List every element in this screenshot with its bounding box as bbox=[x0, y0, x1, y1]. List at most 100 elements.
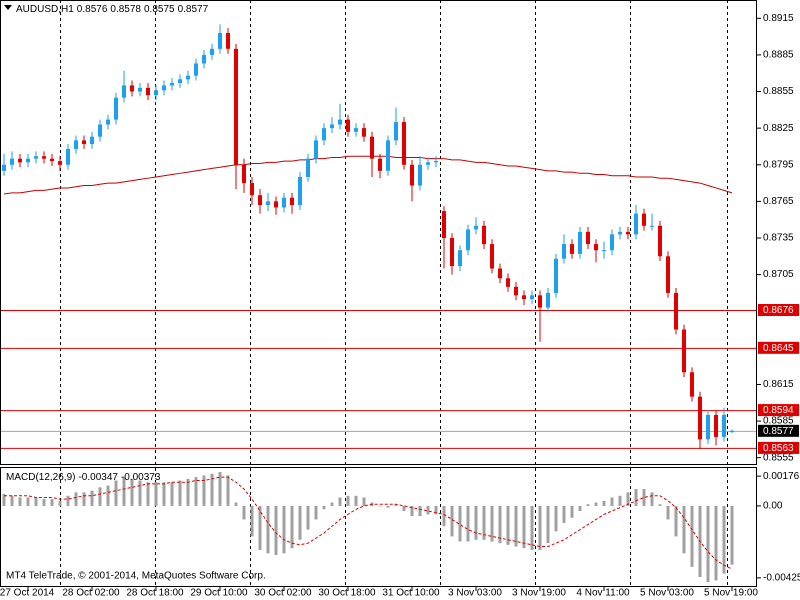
candle-body bbox=[146, 87, 150, 96]
candle-body bbox=[666, 256, 670, 293]
macd-bar bbox=[634, 488, 638, 506]
y-tick-label: 0.8915 bbox=[763, 13, 794, 24]
symbol: AUDUSD,H1 bbox=[16, 4, 74, 15]
macd-bar bbox=[570, 505, 574, 518]
candle-body bbox=[170, 82, 174, 86]
candle-body bbox=[506, 278, 510, 287]
macd-bar bbox=[130, 478, 134, 506]
macd-bar bbox=[298, 505, 302, 540]
price-label: 0.8577 bbox=[763, 426, 794, 437]
macd-bar bbox=[618, 495, 622, 506]
candle-body bbox=[10, 158, 14, 165]
macd-bar bbox=[218, 472, 222, 506]
candle-body bbox=[194, 63, 198, 76]
candle-body bbox=[714, 414, 718, 437]
macd-bar bbox=[578, 505, 582, 511]
macd-bar bbox=[522, 505, 526, 549]
macd-bar bbox=[26, 497, 30, 506]
candle-body bbox=[610, 234, 614, 251]
candle-body bbox=[722, 414, 726, 437]
candle-body bbox=[290, 197, 294, 206]
candle-body bbox=[370, 136, 374, 159]
candle-body bbox=[106, 119, 110, 125]
candle-body bbox=[450, 237, 454, 267]
candle-body bbox=[650, 225, 654, 227]
candle-body bbox=[602, 250, 606, 252]
candle-body bbox=[42, 156, 46, 159]
candle-body bbox=[618, 231, 622, 235]
macd-bar bbox=[106, 485, 110, 506]
candle-body bbox=[546, 292, 550, 308]
candle-body bbox=[458, 250, 462, 267]
signal-value: -0.00373 bbox=[121, 472, 161, 483]
macd-bar bbox=[610, 497, 614, 506]
macd-bar bbox=[450, 505, 454, 537]
candle-body bbox=[626, 231, 630, 235]
x-tick-label: 4 Nov 11:00 bbox=[576, 588, 630, 599]
candle-body bbox=[466, 229, 470, 251]
macd-bar bbox=[178, 480, 182, 506]
y-tick-label: 0.8735 bbox=[763, 233, 794, 244]
price-frame bbox=[0, 0, 757, 465]
macd-bar bbox=[210, 473, 214, 506]
low-value: 0.8575 bbox=[144, 4, 175, 15]
macd-bar bbox=[242, 505, 246, 520]
macd-bar bbox=[234, 502, 238, 506]
candle-body bbox=[490, 244, 494, 269]
candle-body bbox=[226, 32, 230, 49]
macd-bar bbox=[338, 497, 342, 506]
candle-body bbox=[306, 158, 310, 177]
macd-y-tick-label: 0.00176 bbox=[763, 471, 800, 482]
high-value: 0.8578 bbox=[110, 4, 141, 15]
candle-body bbox=[562, 244, 566, 259]
macd-bar bbox=[306, 505, 310, 530]
macd-signal bbox=[4, 476, 733, 570]
macd-bar bbox=[714, 505, 718, 581]
level-label-box bbox=[758, 404, 799, 417]
macd-bar bbox=[58, 500, 62, 506]
close-value: 0.8577 bbox=[178, 4, 209, 15]
y-tick-label: 0.8795 bbox=[763, 159, 794, 170]
level-label-box bbox=[758, 341, 799, 354]
candle-body bbox=[474, 225, 478, 230]
y-tick-label: 0.8555 bbox=[763, 452, 794, 463]
candle-body bbox=[82, 140, 86, 145]
candle-body bbox=[578, 231, 582, 254]
macd-bar bbox=[2, 494, 6, 506]
macd-bar bbox=[442, 505, 446, 527]
moving-average bbox=[3, 155, 733, 195]
candle-body bbox=[706, 414, 710, 440]
candle-body bbox=[210, 48, 214, 55]
candle-body bbox=[354, 128, 358, 132]
y-tick-label: 0.8705 bbox=[763, 269, 794, 280]
candle-body bbox=[58, 161, 62, 165]
candle-body bbox=[90, 136, 94, 145]
macd-bar bbox=[562, 505, 566, 523]
candle-body bbox=[498, 268, 502, 279]
macd-bar bbox=[546, 505, 550, 544]
candle-body bbox=[298, 176, 302, 206]
macd-bar bbox=[98, 487, 102, 506]
macd-bar bbox=[642, 488, 646, 506]
macd-bar bbox=[658, 504, 662, 506]
open-value: 0.8576 bbox=[77, 4, 108, 15]
menu-arrow[interactable] bbox=[4, 5, 12, 10]
macd-bar bbox=[170, 482, 174, 506]
macd-bar bbox=[202, 475, 206, 506]
macd-name: MACD(12,26,9) bbox=[6, 472, 75, 483]
macd-bar bbox=[602, 500, 606, 506]
candle-body bbox=[122, 85, 126, 98]
candle-body bbox=[570, 244, 574, 254]
x-tick-label: 29 Oct 10:00 bbox=[190, 588, 248, 599]
candle-body bbox=[330, 124, 334, 129]
candle-body bbox=[434, 161, 438, 163]
macd-bar bbox=[474, 505, 478, 540]
macd-bar bbox=[18, 497, 22, 506]
candle-body bbox=[386, 140, 390, 171]
macd-bar bbox=[50, 499, 54, 506]
macd-y-tick-label: 0.00 bbox=[763, 501, 783, 512]
candle-body bbox=[202, 54, 206, 64]
macd-bar bbox=[10, 495, 14, 506]
